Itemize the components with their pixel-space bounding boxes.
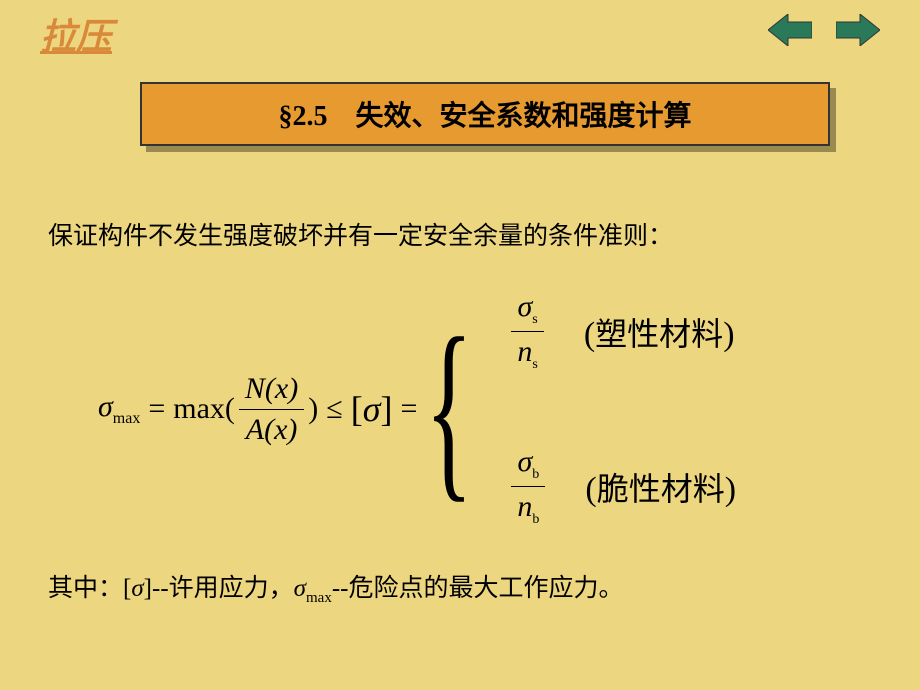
page-label: 拉压 — [40, 8, 112, 60]
equals-2: = — [400, 392, 417, 426]
next-arrow-icon[interactable] — [836, 14, 880, 51]
prev-arrow-icon[interactable] — [768, 14, 812, 51]
plastic-label: 塑性材料 — [595, 316, 723, 352]
denominator-Ax: A(x) — [240, 410, 304, 447]
equals-1: = — [148, 392, 165, 426]
section-title-box: §2.5 失效、安全系数和强度计算 — [140, 82, 830, 146]
case-plastic: σs ns (塑性材料) — [507, 290, 736, 373]
nav-arrows — [768, 14, 880, 51]
section-title: §2.5 失效、安全系数和强度计算 — [278, 101, 691, 132]
intro-text: 保证构件不发生强度破坏并有一定安全余量的条件准则： — [48, 216, 872, 252]
sigma-sub-max: max — [113, 410, 141, 427]
max-function: max — [173, 392, 225, 426]
sigma-symbol: σ — [98, 390, 113, 423]
footer-explanation: 其中：[σ]--许用应力，σmax--危险点的最大工作应力。 — [48, 568, 872, 607]
left-brace-icon: { — [425, 329, 473, 489]
brittle-label: 脆性材料 — [597, 471, 725, 507]
ratio-Nx-Ax: N(x) A(x) — [239, 372, 304, 447]
allowable-stress: [σ] — [351, 388, 393, 430]
strength-formula: σmax = max( N(x) A(x) ) ≤ [σ] = { σs ns … — [98, 290, 872, 528]
case-brittle: σb nb (脆性材料) — [507, 445, 736, 528]
leq-symbol: ≤ — [326, 392, 342, 426]
numerator-Nx: N(x) — [239, 372, 304, 410]
